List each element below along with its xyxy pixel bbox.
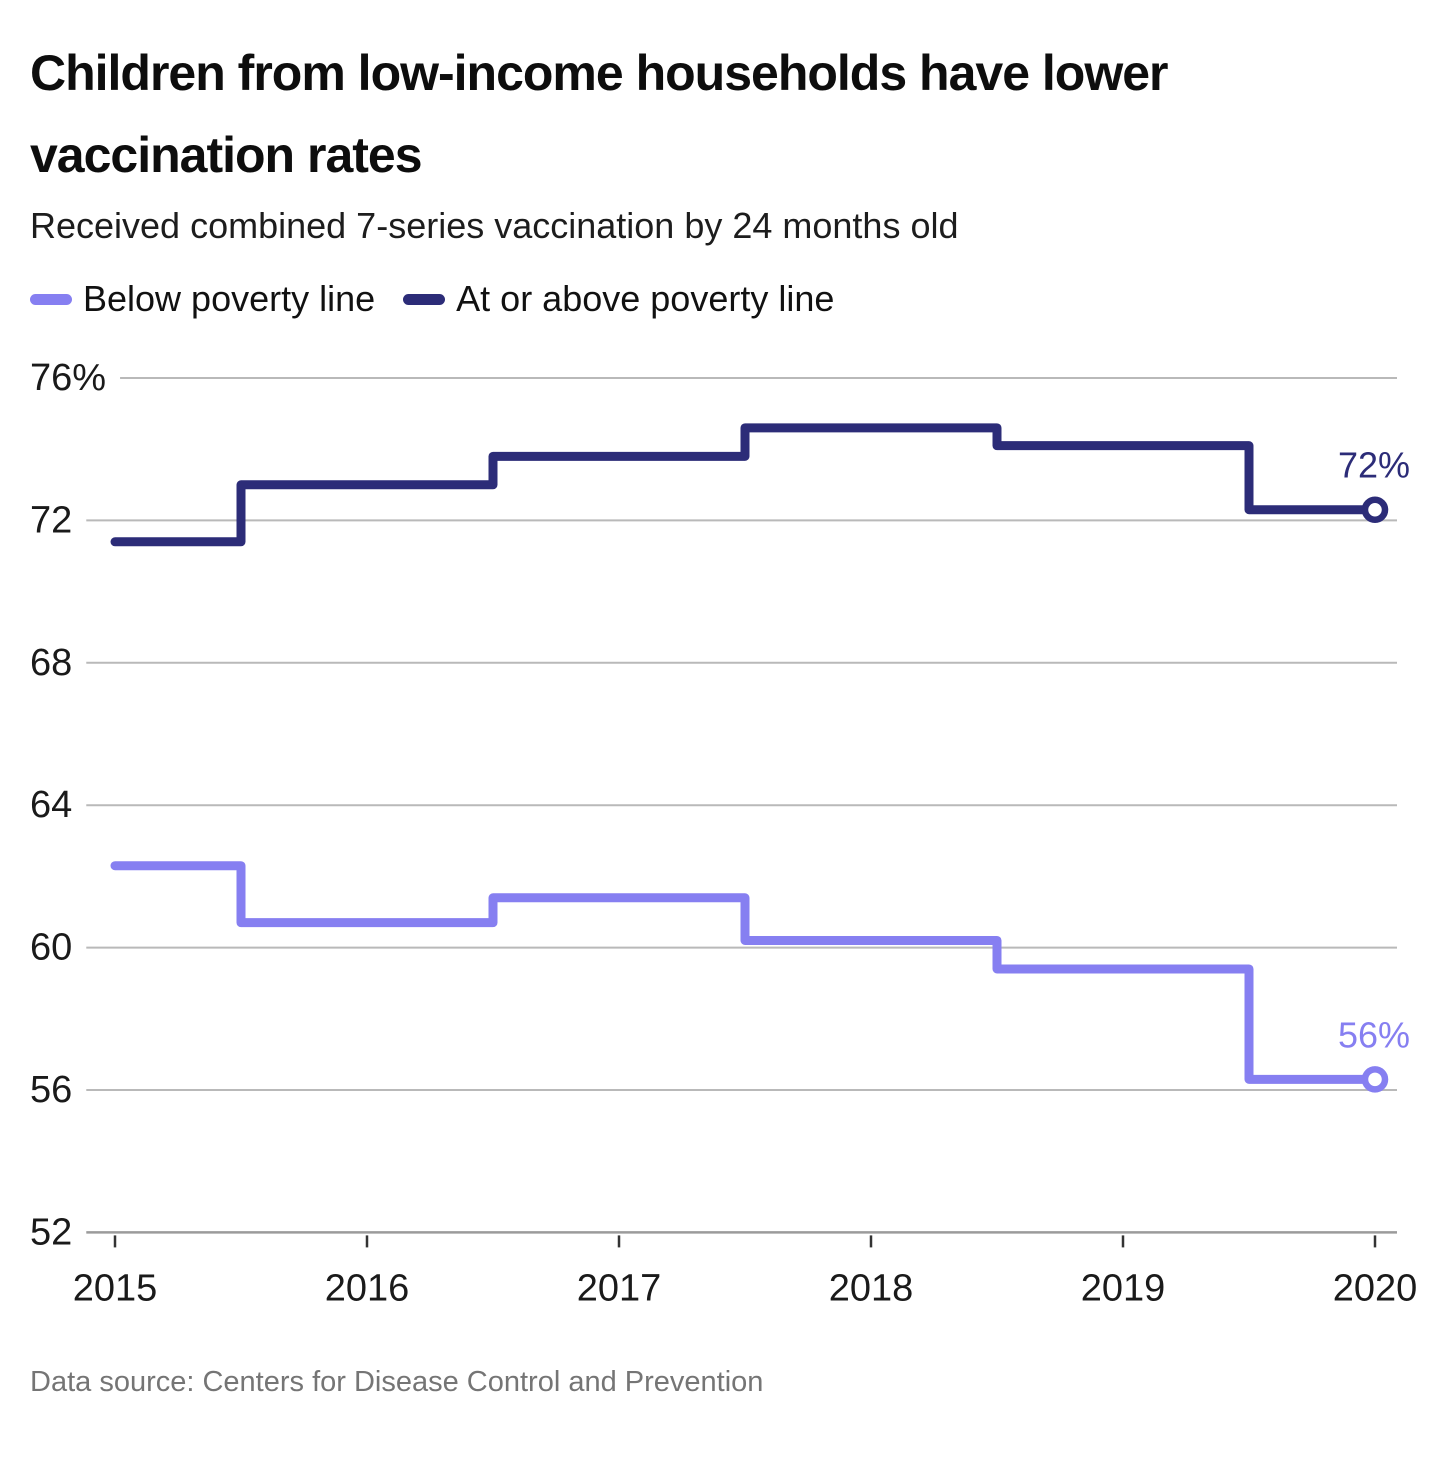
series-line-below-poverty-line — [110, 861, 1380, 1084]
y-axis-label: 64 — [30, 784, 72, 826]
legend: Below poverty line At or above poverty l… — [30, 278, 1410, 320]
y-axis-label: 60 — [30, 927, 72, 969]
end-marker — [1361, 1066, 1389, 1093]
series-line-at-or-above-poverty-line — [110, 423, 1380, 547]
x-axis-label: 2019 — [1081, 1267, 1166, 1309]
end-marker — [1361, 496, 1389, 523]
chart-title: Children from low-income households have… — [30, 32, 1410, 196]
x-axis-label: 2020 — [1333, 1267, 1418, 1309]
chart-subtitle: Received combined 7-series vaccination b… — [30, 205, 959, 246]
y-axis-label: 52 — [30, 1211, 72, 1253]
x-axis-label: 2015 — [73, 1267, 158, 1309]
end-value-label: 56% — [1338, 1014, 1410, 1055]
end-value-label: 72% — [1338, 445, 1410, 486]
legend-swatch-at-or-above-poverty-line — [403, 293, 446, 305]
data-source: Data source: Centers for Disease Control… — [30, 1366, 764, 1398]
chart-title-line2: vaccination rates — [30, 127, 423, 183]
legend-label-at-or-above-poverty-line: At or above poverty line — [456, 278, 835, 319]
y-axis-label: 76% — [30, 357, 106, 399]
legend-swatch-below-poverty-line — [30, 293, 72, 305]
x-axis-label: 2017 — [577, 1267, 662, 1309]
chart-title-line1: Children from low-income households have… — [30, 45, 1169, 101]
y-axis-label: 68 — [30, 642, 72, 684]
legend-item-at-or-above-poverty-line: At or above poverty line — [403, 278, 834, 320]
y-axis-label: 56 — [30, 1069, 72, 1111]
y-axis-label: 72 — [30, 499, 72, 541]
legend-label-below-poverty-line: Below poverty line — [83, 278, 376, 319]
legend-item-below-poverty-line: Below poverty line — [30, 278, 375, 320]
x-axis-label: 2016 — [325, 1267, 410, 1309]
x-axis-label: 2018 — [829, 1267, 914, 1309]
